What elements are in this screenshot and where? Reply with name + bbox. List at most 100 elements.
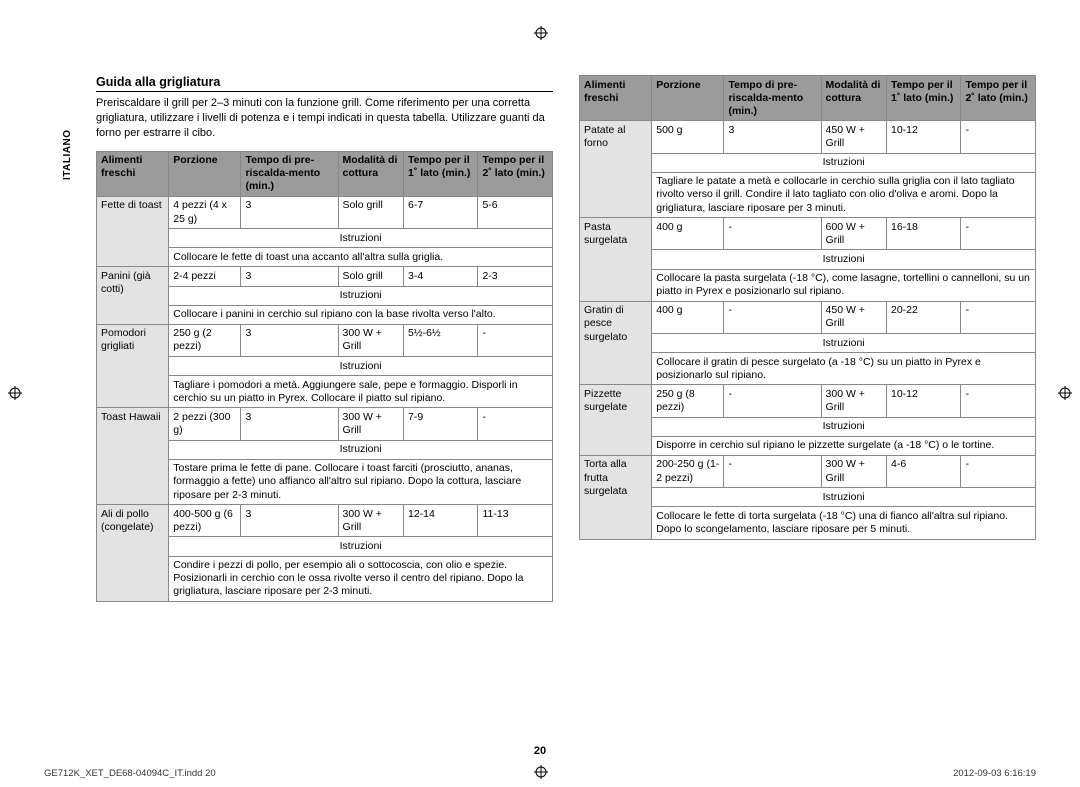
th-food: Alimenti freschi: [97, 151, 169, 196]
print-footer: GE712K_XET_DE68-04094C_IT.indd 20 2012-0…: [44, 768, 1036, 779]
language-side-label: ITALIANO: [62, 130, 73, 180]
cell-portion: 400 g: [652, 301, 724, 333]
cell-portion: 400-500 g (6 pezzi): [169, 505, 241, 537]
cell-preheat: 3: [241, 267, 338, 286]
cell-mode: Solo grill: [338, 267, 403, 286]
cell-preheat: 3: [241, 324, 338, 356]
cell-mode: 450 W + Grill: [821, 301, 886, 333]
cell-preheat: -: [724, 455, 821, 487]
th-time1: Tempo per il 1˚ lato (min.): [403, 151, 477, 196]
table-row: Pasta surgelata400 g-600 W + Grill16-18-: [580, 218, 1036, 250]
intro-text: Preriscaldare il grill per 2–3 minuti co…: [96, 96, 553, 141]
table-row: Pizzette surgelate250 g (8 pezzi)-300 W …: [580, 385, 1036, 417]
cell-t1: 7-9: [403, 408, 477, 440]
cell-instr-label: Istruzioni: [169, 357, 553, 376]
th-portion: Porzione: [169, 151, 241, 196]
cell-instr-text: Collocare il gratin di pesce surgelato (…: [652, 353, 1036, 385]
cell-preheat: -: [724, 218, 821, 250]
cell-portion: 200-250 g (1-2 pezzi): [652, 455, 724, 487]
cell-instr-label: Istruzioni: [169, 440, 553, 459]
table-row: Toast Hawaii2 pezzi (300 g)3300 W + Gril…: [97, 408, 553, 440]
th-preheat: Tempo di pre-riscalda-mento (min.): [724, 76, 821, 121]
cell-instr-label: Istruzioni: [652, 417, 1036, 436]
cell-t2: -: [961, 385, 1036, 417]
cell-food: Pizzette surgelate: [580, 385, 652, 456]
cell-t1: 12-14: [403, 505, 477, 537]
cell-preheat: 3: [241, 408, 338, 440]
cell-portion: 2-4 pezzi: [169, 267, 241, 286]
cell-t1: 10-12: [886, 385, 960, 417]
cell-t1: 5½-6½: [403, 324, 477, 356]
cell-food: Panini (già cotti): [97, 267, 169, 324]
table-row: Torta alla frutta surgelata200-250 g (1-…: [580, 455, 1036, 487]
cell-t1: 10-12: [886, 121, 960, 153]
cell-instr-label: Istruzioni: [169, 537, 553, 556]
cell-mode: 600 W + Grill: [821, 218, 886, 250]
table-row: Patate al forno500 g3450 W + Grill10-12-: [580, 121, 1036, 153]
cell-instr-text: Tagliare le patate a metà e collocarle i…: [652, 172, 1036, 217]
cell-t2: 5-6: [478, 196, 553, 228]
cell-t2: -: [961, 121, 1036, 153]
cell-instr-text: Collocare le fette di torta surgelata (-…: [652, 507, 1036, 539]
cell-instr-label: Istruzioni: [652, 488, 1036, 507]
cell-mode: 300 W + Grill: [821, 385, 886, 417]
cell-t2: 2-3: [478, 267, 553, 286]
table-row: Fette di toast4 pezzi (4 x 25 g)3Solo gr…: [97, 196, 553, 228]
right-column: Alimenti freschi Porzione Tempo di pre-r…: [579, 75, 1036, 602]
cell-t1: 20-22: [886, 301, 960, 333]
cell-preheat: 3: [241, 505, 338, 537]
cell-instr-text: Collocare la pasta surgelata (-18 °C), c…: [652, 269, 1036, 301]
table-row: Panini (già cotti)2-4 pezzi3Solo grill3-…: [97, 267, 553, 286]
cell-portion: 500 g: [652, 121, 724, 153]
cell-instr-label: Istruzioni: [652, 334, 1036, 353]
cell-instr-text: Tagliare i pomodori a metà. Aggiungere s…: [169, 376, 553, 408]
cell-t2: -: [478, 324, 553, 356]
cell-t2: -: [478, 408, 553, 440]
cell-mode: 300 W + Grill: [338, 408, 403, 440]
cell-food: Patate al forno: [580, 121, 652, 218]
cell-food: Pomodori grigliati: [97, 324, 169, 408]
cell-food: Fette di toast: [97, 196, 169, 267]
cell-preheat: -: [724, 301, 821, 333]
cell-t2: 11-13: [478, 505, 553, 537]
cell-portion: 400 g: [652, 218, 724, 250]
cell-instr-text: Disporre in cerchio sul ripiano le pizze…: [652, 436, 1036, 455]
footer-file: GE712K_XET_DE68-04094C_IT.indd 20: [44, 768, 216, 779]
cell-instr-label: Istruzioni: [169, 229, 553, 248]
cell-food: Pasta surgelata: [580, 218, 652, 302]
th-time2: Tempo per il 2˚ lato (min.): [961, 76, 1036, 121]
cell-mode: 300 W + Grill: [338, 505, 403, 537]
cell-preheat: 3: [241, 196, 338, 228]
cell-instr-label: Istruzioni: [169, 286, 553, 305]
cell-portion: 2 pezzi (300 g): [169, 408, 241, 440]
th-mode: Modalità di cottura: [821, 76, 886, 121]
cell-t2: -: [961, 218, 1036, 250]
grill-table-left: Alimenti freschi Porzione Tempo di pre-r…: [96, 151, 553, 602]
table-header-row: Alimenti freschi Porzione Tempo di pre-r…: [580, 76, 1036, 121]
cell-food: Torta alla frutta surgelata: [580, 455, 652, 539]
cell-preheat: -: [724, 385, 821, 417]
cell-portion: 250 g (8 pezzi): [652, 385, 724, 417]
th-time2: Tempo per il 2˚ lato (min.): [478, 151, 553, 196]
cell-t1: 3-4: [403, 267, 477, 286]
grill-table-right: Alimenti freschi Porzione Tempo di pre-r…: [579, 75, 1036, 540]
table-row: Ali di pollo (congelate)400-500 g (6 pez…: [97, 505, 553, 537]
table-row: Pomodori grigliati250 g (2 pezzi)3300 W …: [97, 324, 553, 356]
section-title: Guida alla grigliatura: [96, 75, 553, 92]
th-time1: Tempo per il 1˚ lato (min.): [886, 76, 960, 121]
page-number: 20: [0, 745, 1080, 757]
cell-t1: 4-6: [886, 455, 960, 487]
cell-t2: -: [961, 455, 1036, 487]
cell-mode: 300 W + Grill: [821, 455, 886, 487]
th-preheat: Tempo di pre-riscalda-mento (min.): [241, 151, 338, 196]
cell-mode: 450 W + Grill: [821, 121, 886, 153]
cell-t1: 6-7: [403, 196, 477, 228]
th-portion: Porzione: [652, 76, 724, 121]
cell-t2: -: [961, 301, 1036, 333]
cell-instr-text: Collocare i panini in cerchio sul ripian…: [169, 305, 553, 324]
cell-mode: 300 W + Grill: [338, 324, 403, 356]
footer-timestamp: 2012-09-03 6:16:19: [953, 768, 1036, 779]
cell-food: Ali di pollo (congelate): [97, 505, 169, 602]
cell-mode: Solo grill: [338, 196, 403, 228]
cell-food: Gratin di pesce surgelato: [580, 301, 652, 385]
